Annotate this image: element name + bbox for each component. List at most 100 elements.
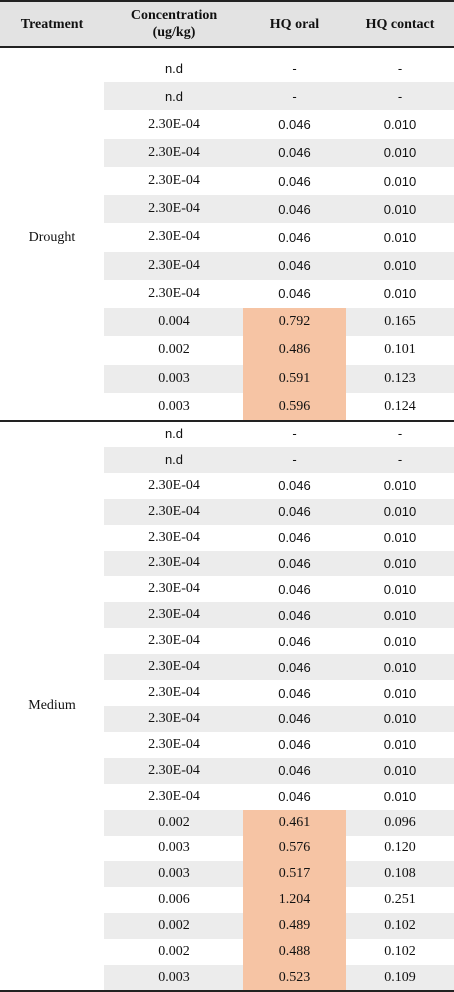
hq-contact-cell: 0.010	[383, 286, 417, 302]
hq-oral-cell: 0.792	[243, 308, 346, 337]
table-row: 2.30E-04 0.046 0.010	[0, 280, 454, 308]
treatment-label: Medium	[28, 698, 76, 713]
hq-oral-cell: 0.046	[278, 530, 311, 546]
hq-oral-cell: 0.489	[243, 913, 346, 940]
table-row: 2.30E-04 0.046 0.010	[0, 732, 454, 758]
concentration-cell: 2.30E-04	[148, 257, 200, 273]
hq-contact-cell: 0.010	[383, 555, 417, 571]
hq-contact-cell: 0.010	[383, 117, 417, 133]
hq-oral-cell: 0.046	[278, 763, 311, 779]
header-concentration-line1: Concentration	[130, 8, 218, 23]
hq-oral-cell: 0.046	[278, 685, 311, 701]
table-row: 2.30E-04 0.046 0.010	[0, 757, 454, 784]
hq-contact-cell: 0.010	[383, 659, 417, 675]
table-header: Treatment Concentration (ug/kg) HQ oral …	[0, 0, 454, 48]
table-row: 2.30E-04 0.046 0.010	[0, 576, 454, 602]
hq-oral-cell: 0.046	[278, 173, 311, 189]
concentration-cell: 2.30E-04	[148, 685, 200, 701]
concentration-cell: 0.003	[158, 970, 190, 986]
hq-oral-cell: 0.046	[278, 633, 311, 649]
hq-contact-cell: 0.010	[383, 581, 417, 597]
hq-oral-cell: 0.046	[278, 504, 311, 520]
concentration-cell: 2.30E-04	[148, 607, 200, 623]
concentration-cell: 2.30E-04	[148, 788, 200, 804]
table-row: n.d - -	[0, 82, 454, 111]
table-row: 2.30E-04 0.046 0.010	[0, 167, 454, 195]
hq-contact-cell: 0.165	[384, 314, 416, 330]
treatment-label: Drought	[28, 229, 76, 245]
table-row: 0.002 0.489 0.102	[0, 913, 454, 940]
concentration-cell: 2.30E-04	[148, 173, 200, 189]
hq-oral-cell: 0.461	[243, 809, 346, 836]
concentration-cell: 0.003	[158, 866, 190, 882]
hq-oral-cell: 0.046	[278, 555, 311, 571]
table-row: 2.30E-04 0.046 0.010	[0, 706, 454, 732]
hq-oral-cell: 0.523	[243, 965, 346, 991]
row-shading	[104, 654, 454, 681]
concentration-cell: 2.30E-04	[148, 503, 200, 519]
concentration-cell: 2.30E-04	[148, 285, 200, 301]
table-row: 2.30E-04 0.046 0.010	[0, 550, 454, 577]
table-row: 2.30E-04 0.046 0.010	[0, 473, 454, 499]
hq-contact-cell: 0.251	[384, 892, 416, 908]
table-row: 0.003 0.576 0.120	[0, 835, 454, 862]
concentration-cell: n.d	[164, 60, 184, 76]
row-shading	[104, 757, 454, 784]
concentration-cell: 2.30E-04	[148, 633, 200, 649]
concentration-cell: 2.30E-04	[148, 762, 200, 778]
header-hq-oral: HQ oral	[269, 16, 320, 32]
hq-contact-cell: -	[397, 452, 403, 468]
table-row: 2.30E-04 0.046 0.010	[0, 498, 454, 525]
hq-oral-cell: 0.046	[278, 711, 311, 727]
table-row: 0.002 0.461 0.096	[0, 809, 454, 836]
table-row: 0.006 1.204 0.251	[0, 887, 454, 914]
hq-oral-cell: 0.046	[278, 258, 311, 274]
hq-oral-cell: 0.046	[278, 607, 311, 623]
table-row: 2.30E-04 0.046 0.010	[0, 628, 454, 654]
hq-oral-cell: 0.488	[243, 939, 346, 966]
concentration-cell: 0.002	[158, 944, 190, 960]
concentration-cell: 2.30E-04	[148, 201, 200, 217]
hq-oral-cell: 0.486	[243, 336, 346, 365]
hq-contact-cell: 0.010	[383, 145, 417, 161]
hq-contact-cell: 0.010	[383, 763, 417, 779]
hq-oral-cell: -	[292, 426, 297, 442]
row-shading	[104, 195, 454, 224]
concentration-cell: 2.30E-04	[148, 529, 200, 545]
hq-contact-cell: -	[397, 60, 403, 76]
table-row: 2.30E-04 0.046 0.010	[0, 110, 454, 138]
concentration-cell: 2.30E-04	[148, 555, 200, 571]
concentration-cell: 2.30E-04	[148, 229, 200, 245]
concentration-cell: 0.002	[158, 814, 190, 830]
hq-oral-cell: 0.046	[278, 145, 311, 161]
hq-contact-cell: 0.108	[384, 866, 416, 882]
hq-oral-cell: 0.046	[278, 117, 311, 133]
hq-contact-cell: 0.010	[383, 229, 417, 245]
row-shading	[104, 138, 454, 167]
concentration-cell: 0.003	[158, 398, 190, 414]
concentration-cell: 0.002	[158, 342, 190, 358]
hq-contact-cell: 0.010	[383, 504, 417, 520]
hq-contact-cell: 0.124	[384, 398, 416, 414]
hq-oral-cell: 0.046	[278, 478, 311, 494]
table-row: n.d - -	[0, 54, 454, 82]
hq-oral-cell: 0.517	[243, 861, 346, 888]
concentration-cell: 2.30E-04	[148, 144, 200, 160]
hq-oral-cell: -	[292, 452, 297, 468]
hq-oral-cell: 0.046	[278, 581, 311, 597]
table-row: 0.002 0.486 0.101	[0, 336, 454, 365]
row-shading	[104, 251, 454, 280]
hq-oral-cell: 0.046	[278, 659, 311, 675]
concentration-cell: 2.30E-04	[148, 736, 200, 752]
table-row: 0.003 0.596 0.124	[0, 392, 454, 421]
hq-oral-cell: 0.046	[278, 201, 311, 217]
hq-oral-cell: 1.204	[243, 887, 346, 914]
table-row: 2.30E-04 0.046 0.010	[0, 654, 454, 681]
table-row: 2.30E-04 0.046 0.010	[0, 784, 454, 810]
concentration-cell: n.d	[164, 88, 184, 104]
hq-contact-cell: 0.120	[384, 840, 416, 856]
row-shading	[104, 602, 454, 629]
hq-contact-cell: 0.096	[384, 814, 416, 830]
concentration-cell: 2.30E-04	[148, 710, 200, 726]
hq-contact-cell: 0.010	[383, 258, 417, 274]
